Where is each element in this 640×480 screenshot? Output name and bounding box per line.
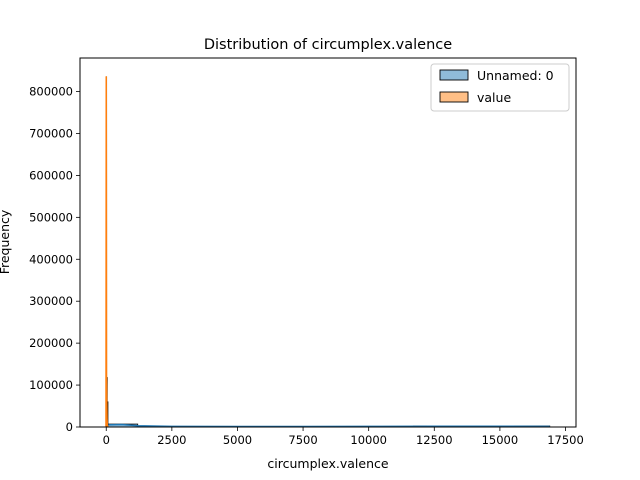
x-axis: 0 2500 5000 7500 10000 12500 15000 17500 <box>103 427 584 447</box>
y-axis: 0 100000 200000 300000 400000 500000 600000 700… <box>29 85 80 434</box>
x-tick-label: 15000 <box>482 433 519 447</box>
x-tick-label: 12500 <box>416 433 453 447</box>
x-tick-label: 10000 <box>350 433 387 447</box>
axes-frame <box>79 57 577 428</box>
plot-area <box>79 57 577 428</box>
y-tick-label: 300000 <box>29 294 73 308</box>
x-axis-label: circumplex.valence <box>267 456 388 471</box>
y-tick-label: 600000 <box>29 168 73 182</box>
chart-title: Distribution of circumplex.valence <box>204 37 452 53</box>
legend-label-unnamed: Unnamed: 0 <box>477 68 554 83</box>
y-tick-label: 0 <box>66 420 73 434</box>
kde-line-1 <box>105 76 109 428</box>
x-tick-label: 0 <box>103 433 110 447</box>
x-tick-label: 5000 <box>223 433 252 447</box>
legend-swatch-unnamed <box>439 69 469 81</box>
y-tick-label: 500000 <box>29 210 73 224</box>
legend-label-value: value <box>477 90 511 105</box>
y-tick-label: 100000 <box>29 378 73 392</box>
legend: Unnamed: 0 value <box>430 63 570 112</box>
y-axis-label: Frequency <box>0 209 12 274</box>
x-tick-label: 17500 <box>547 433 584 447</box>
x-tick-label: 7500 <box>288 433 317 447</box>
x-tick-label: 2500 <box>157 433 186 447</box>
y-tick-label: 700000 <box>29 126 73 140</box>
y-tick-label: 400000 <box>29 252 73 266</box>
legend-swatch-value <box>439 91 469 103</box>
y-tick-label: 200000 <box>29 336 73 350</box>
axes-background <box>80 58 576 427</box>
y-tick-label: 800000 <box>29 85 73 99</box>
